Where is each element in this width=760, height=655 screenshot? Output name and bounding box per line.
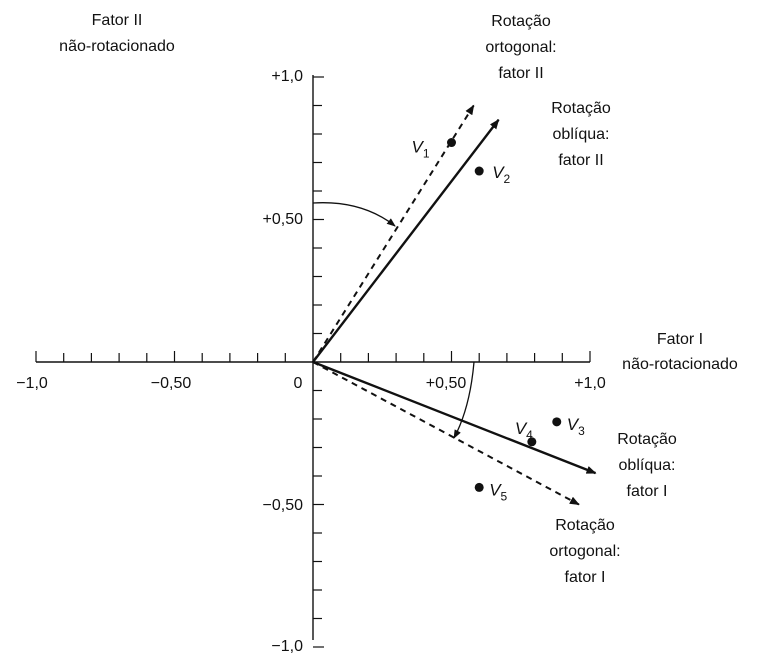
variable-point [447,138,456,147]
y-tick-label-neg050: −0,50 [263,497,304,514]
svg-text:oblíqua:: oblíqua: [553,126,610,143]
svg-text:Rotação: Rotação [491,13,551,30]
svg-text:fator I: fator I [627,483,668,500]
oblique-factor-ii-arrow [313,120,499,362]
label-oblique-factor-i: Rotação oblíqua: fator I [617,431,677,500]
svg-text:fator I: fator I [565,569,606,586]
x-tick-label-pos1: +1,0 [574,375,606,392]
y-axis-title-line1: Fator II [92,12,143,29]
svg-text:fator II: fator II [558,152,603,169]
svg-text:fator II: fator II [498,65,543,82]
svg-text:Rotação: Rotação [617,431,677,448]
svg-text:Rotação: Rotação [551,100,611,117]
y-axis-title-line2: não-rotacionado [59,38,175,55]
x-axis-title-line2: não-rotacionado [622,356,738,373]
variable-point-label: V5 [489,480,507,503]
variable-point [475,483,484,492]
variable-point-label: V2 [492,163,510,186]
svg-text:ortogonal:: ortogonal: [485,39,556,56]
rotation-arc-upper [313,203,395,226]
variable-point [552,417,561,426]
x-tick-label-neg050: −0,50 [151,375,192,392]
label-oblique-factor-ii: Rotação oblíqua: fator II [551,100,611,169]
rotation-arc-lower [454,362,474,438]
svg-text:ortogonal:: ortogonal: [549,543,620,560]
label-orthogonal-factor-i: Rotação ortogonal: fator I [549,517,620,586]
variable-point-label: V3 [567,415,585,438]
x-tick-label-pos050: +0,50 [426,375,467,392]
x-axis-title-line1: Fator I [657,331,703,348]
y-tick-label-pos1: +1,0 [271,68,303,85]
variable-points: V1 V2 V3 V4 V5 [412,138,586,504]
origin-label: 0 [294,375,303,392]
variable-point-label: V1 [412,138,430,161]
variable-point-label: V4 [515,419,533,442]
y-tick-label-pos050: +0,50 [263,211,304,228]
x-tick-label-neg1: −1,0 [16,375,48,392]
variable-point [475,167,484,176]
svg-text:oblíqua:: oblíqua: [619,457,676,474]
svg-text:Rotação: Rotação [555,517,615,534]
y-tick-label-neg1: −1,0 [271,638,303,655]
label-orthogonal-factor-ii: Rotação ortogonal: fator II [485,13,556,82]
